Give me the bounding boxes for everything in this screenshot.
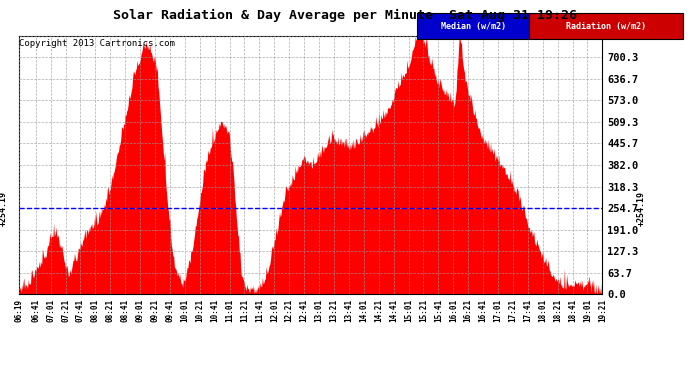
Text: Copyright 2013 Cartronics.com: Copyright 2013 Cartronics.com — [19, 39, 175, 48]
Text: Solar Radiation & Day Average per Minute  Sat Aug 31 19:26: Solar Radiation & Day Average per Minute… — [113, 9, 577, 22]
Text: +254.19: +254.19 — [0, 191, 8, 226]
Bar — [417, 13, 529, 39]
Bar — [529, 13, 683, 39]
Text: +254.19: +254.19 — [637, 191, 646, 226]
Text: Median (w/m2): Median (w/m2) — [441, 22, 506, 31]
Text: Radiation (w/m2): Radiation (w/m2) — [566, 22, 646, 31]
